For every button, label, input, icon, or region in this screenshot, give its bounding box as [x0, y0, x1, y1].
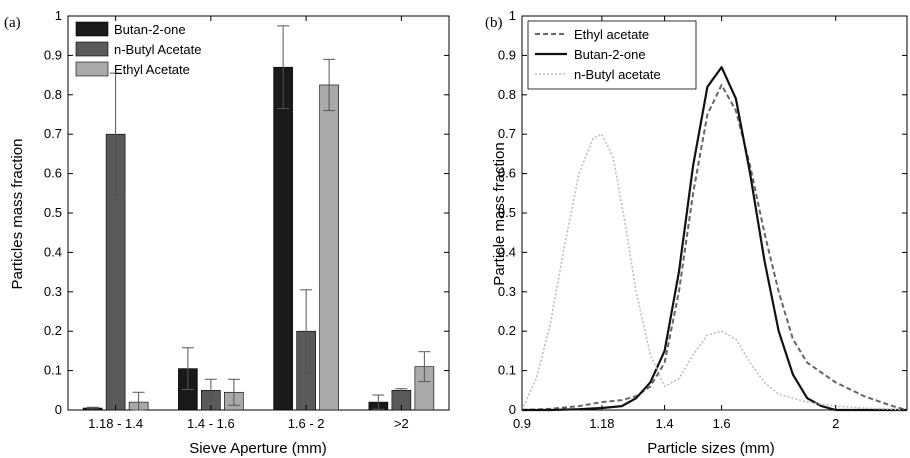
panel-a-x-ticks: 1.18 - 1.4 1.4 - 1.6 1.6 - 2 >2: [88, 16, 409, 431]
panel-a-bar-chart: (a) Particles mass fraction Sieve Apertu…: [4, 8, 450, 457]
panel-b-label: (b): [485, 15, 503, 31]
panel-a-ytick-label: 0.4: [44, 244, 62, 259]
panel-a-ytick-label: 0: [55, 402, 62, 417]
panel-a-xtick-label: 1.4 - 1.6: [187, 416, 235, 431]
bar-butan-2-one-2: [273, 66, 293, 411]
panel-b-ytick-label: 0.6: [498, 166, 516, 181]
legend-label: n-Butyl acetate: [574, 67, 661, 82]
panel-a-label: (a): [4, 15, 21, 31]
panel-b-xtick-label: 1.6: [713, 416, 731, 431]
panel-b-ylabel: Particle mass fraction: [491, 142, 508, 285]
panel-a-xtick-label: 1.18 - 1.4: [88, 416, 143, 431]
bar-ethyl-acetate-2: [319, 84, 339, 411]
panel-b-ytick-label: 0.9: [498, 47, 516, 62]
panel-b-ytick-label: 0: [509, 402, 516, 417]
panel-a-xtick-label: 1.6 - 2: [288, 416, 325, 431]
panel-a-ytick-label: 0.5: [44, 205, 62, 220]
panel-b-xlabel: Particle sizes (mm): [647, 440, 775, 457]
panel-a-ytick-label: 0.1: [44, 363, 62, 378]
panel-b-ytick-label: 0.3: [498, 284, 516, 299]
panel-b-ytick-label: 1: [509, 8, 516, 23]
panel-a-y-ticks: 0 0.1 0.2 0.3 0.4 0.5 0.6 0.7 0.8 0.9 1: [44, 8, 449, 417]
panel-b-lines: [521, 66, 908, 412]
legend-swatch: [75, 41, 109, 57]
legend-label: Ethyl Acetate: [114, 62, 190, 77]
panel-b-ytick-label: 0.2: [498, 323, 516, 338]
panel-b-ytick-label: 0.1: [498, 363, 516, 378]
panel-a-ylabel: Particles mass fraction: [9, 139, 26, 290]
panel-a-ytick-label: 0.7: [44, 126, 62, 141]
legend-label: Ethyl acetate: [574, 27, 649, 42]
panel-b-xtick-label: 0.9: [513, 416, 531, 431]
panel-a-legend: Butan-2-one n-Butyl Acetate Ethyl Acetate: [75, 21, 201, 77]
panel-b-ytick-label: 0.8: [498, 87, 516, 102]
panel-b-xtick-label: 1.4: [656, 416, 674, 431]
panel-b-xtick-label: 1.18: [589, 416, 614, 431]
panel-a-bars: [82, 66, 435, 411]
panel-b-ytick-label: 0.5: [498, 205, 516, 220]
line-ethyl-acetate: [521, 84, 908, 411]
panel-b-ytick-label: 0.4: [498, 244, 516, 259]
line-n-butyl-acetate: [521, 133, 908, 411]
legend-label: n-Butyl Acetate: [114, 42, 201, 57]
panel-a-ytick-label: 0.8: [44, 87, 62, 102]
panel-b-y-ticks: 0 0.1 0.2 0.3 0.4 0.5 0.6 0.7 0.8 0.9 1: [498, 8, 907, 417]
legend-swatch: [75, 21, 109, 37]
panel-a-xtick-label: >2: [394, 416, 409, 431]
legend-label: Butan-2-one: [574, 47, 646, 62]
panel-b-line-chart: (b) Particle mass fraction Particle size…: [485, 8, 908, 457]
panel-a-ytick-label: 0.6: [44, 166, 62, 181]
panel-b-x-ticks: 0.9 1.18 1.4 1.6 2: [513, 16, 839, 431]
panel-a-ytick-label: 1: [55, 8, 62, 23]
panel-a-error-bars: [86, 25, 431, 411]
legend-swatch: [75, 61, 109, 77]
legend-label: Butan-2-one: [114, 22, 186, 37]
panel-a-xlabel: Sieve Aperture (mm): [189, 440, 327, 457]
panel-a-ytick-label: 0.9: [44, 47, 62, 62]
panel-b-xtick-label: 2: [832, 416, 839, 431]
panel-b-ytick-label: 0.7: [498, 126, 516, 141]
panel-a-ytick-label: 0.2: [44, 323, 62, 338]
line-butan-2-one: [522, 66, 907, 412]
panel-b-legend: Ethyl acetate Butan-2-one n-Butyl acetate: [527, 20, 697, 90]
panel-a-ytick-label: 0.3: [44, 284, 62, 299]
